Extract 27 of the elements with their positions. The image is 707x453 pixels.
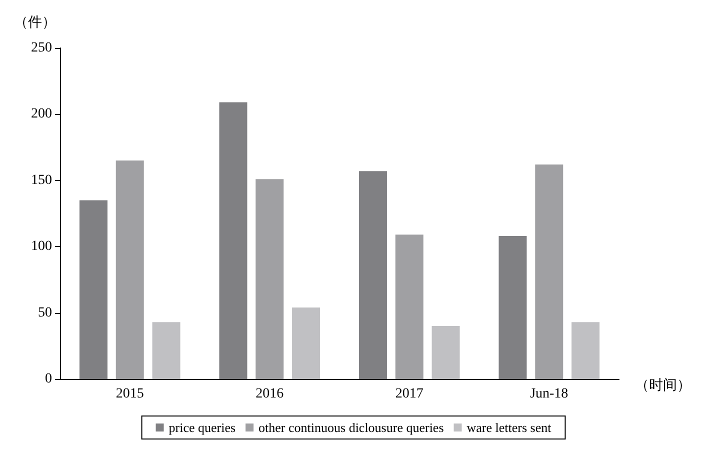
y-tick-label: 100 bbox=[31, 239, 52, 254]
bar bbox=[219, 102, 248, 379]
legend-label: price queries bbox=[168, 420, 236, 435]
x-tick-label: 2017 bbox=[395, 386, 424, 402]
y-axis-title: （件） bbox=[14, 14, 56, 30]
y-tick-label: 50 bbox=[38, 305, 52, 320]
y-tick-label: 250 bbox=[31, 40, 52, 56]
bar bbox=[116, 160, 144, 379]
bar bbox=[358, 171, 387, 379]
legend-label: other continuous diclousure queries bbox=[258, 420, 444, 435]
x-tick-label: Jun-18 bbox=[530, 386, 568, 402]
bar bbox=[152, 322, 180, 379]
x-axis-title: （时间） bbox=[635, 378, 691, 394]
bar bbox=[79, 200, 108, 379]
bar bbox=[395, 234, 424, 379]
bar bbox=[535, 164, 564, 379]
y-tick-label: 0 bbox=[45, 372, 52, 386]
legend-label: ware letters sent bbox=[466, 420, 552, 435]
bar bbox=[292, 308, 320, 379]
y-tick-label: 200 bbox=[31, 106, 52, 122]
bar bbox=[498, 236, 527, 379]
bar bbox=[572, 322, 600, 379]
x-tick-label: 2015 bbox=[116, 386, 144, 402]
bar bbox=[432, 326, 460, 379]
y-tick-label: 150 bbox=[31, 172, 52, 188]
bar bbox=[256, 179, 284, 379]
x-tick-label: 2016 bbox=[256, 386, 284, 402]
